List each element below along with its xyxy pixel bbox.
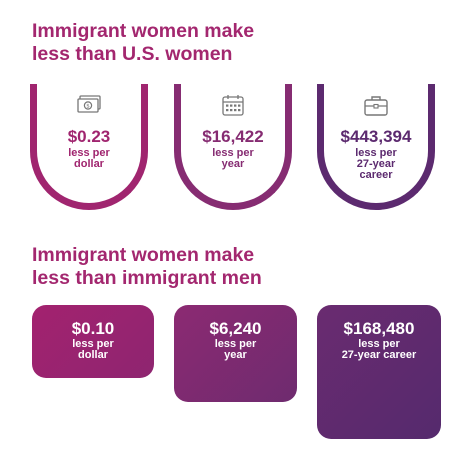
description-line: less per: [72, 338, 114, 350]
briefcase-icon: [364, 96, 388, 116]
us-women-dollar-card: $ $0.23 less per dollar: [30, 84, 148, 210]
description-line: year: [221, 158, 245, 170]
immigrant-men-career-card: $168,480 less per 27-year career: [317, 305, 441, 439]
description: less per 27-year career: [324, 148, 428, 181]
amount: $443,394: [340, 127, 412, 146]
section1-heading-line-2: less than U.S. women: [32, 43, 233, 65]
section1-heading-line-1: Immigrant women make: [32, 20, 255, 42]
immigrant-men-year-card: $6,240 less per year: [174, 305, 297, 402]
amount: $16,422: [202, 127, 264, 146]
description-line: year: [224, 349, 247, 361]
description-line: dollar: [78, 349, 108, 361]
description: less per dollar: [32, 339, 154, 361]
description-line: less per: [212, 147, 254, 159]
immigrant-men-dollar-card: $0.10 less per dollar: [32, 305, 154, 378]
description-line: career: [359, 169, 393, 181]
section2-heading: Immigrant women make less than immigrant…: [32, 244, 262, 290]
section2-heading-line-2: less than immigrant men: [32, 267, 262, 289]
description: less per 27-year career: [317, 339, 441, 361]
calendar-icon: [222, 95, 244, 116]
description: less per year: [181, 148, 285, 170]
section2-heading-line-1: Immigrant women make: [32, 244, 255, 266]
us-women-year-card: $16,422 less per year: [174, 84, 292, 210]
section1-heading: Immigrant women make less than U.S. wome…: [32, 20, 254, 66]
us-women-career-card: $443,394 less per 27-year career: [317, 84, 435, 210]
amount: $168,480: [343, 319, 415, 338]
money-bill-icon: $: [77, 95, 101, 113]
svg-text:$: $: [86, 104, 90, 110]
description-line: 27-year: [356, 158, 396, 170]
amount: $0.10: [71, 319, 115, 338]
description: less per dollar: [37, 148, 141, 170]
description: less per year: [174, 339, 297, 361]
description-line: less per: [355, 147, 397, 159]
description-line: less per: [68, 147, 110, 159]
description-line: less per: [214, 338, 257, 350]
amount: $6,240: [209, 319, 262, 338]
description-line: less per: [358, 338, 400, 350]
amount: $0.23: [67, 127, 111, 146]
description-line: 27-year career: [341, 349, 417, 361]
description-line: dollar: [74, 158, 104, 170]
